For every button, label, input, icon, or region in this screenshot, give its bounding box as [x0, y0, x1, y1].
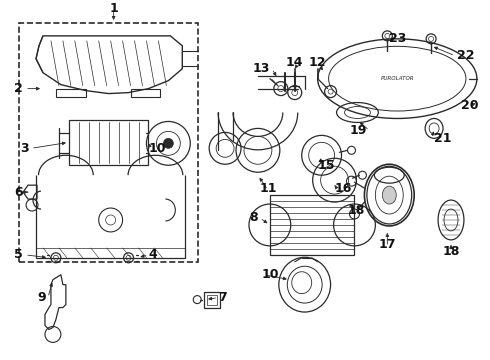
Text: 8: 8: [249, 211, 258, 225]
Text: 19: 19: [350, 124, 368, 137]
Text: 1: 1: [109, 3, 118, 15]
Text: 22: 22: [457, 49, 474, 62]
Text: 11: 11: [259, 182, 277, 195]
Text: 7: 7: [218, 291, 227, 304]
Bar: [270, 195, 354, 255]
Ellipse shape: [382, 186, 396, 204]
Bar: [204, 292, 220, 307]
Text: 12: 12: [309, 56, 326, 69]
Bar: [130, 89, 160, 96]
Text: 2: 2: [14, 82, 23, 95]
Text: 13: 13: [252, 62, 270, 75]
Bar: [207, 294, 217, 305]
Text: 9: 9: [37, 291, 46, 304]
Bar: [19, 23, 198, 262]
Text: 6: 6: [14, 186, 23, 199]
Text: 14: 14: [286, 56, 303, 69]
Text: 16: 16: [335, 182, 352, 195]
Text: 18: 18: [442, 245, 460, 258]
Bar: [56, 89, 86, 96]
Text: 5: 5: [14, 248, 23, 261]
Text: 10: 10: [262, 268, 279, 281]
Text: 17: 17: [379, 238, 396, 251]
Text: 18: 18: [347, 203, 365, 216]
Text: 3: 3: [21, 142, 29, 155]
Text: 20: 20: [462, 99, 479, 112]
Text: 21: 21: [434, 132, 452, 145]
Text: 4: 4: [148, 248, 157, 261]
Text: PUROLATOR: PUROLATOR: [380, 76, 414, 81]
Bar: [69, 121, 148, 165]
Text: 15: 15: [318, 159, 335, 172]
Circle shape: [163, 138, 173, 148]
Text: 10: 10: [148, 142, 166, 155]
Text: 23: 23: [389, 32, 407, 45]
